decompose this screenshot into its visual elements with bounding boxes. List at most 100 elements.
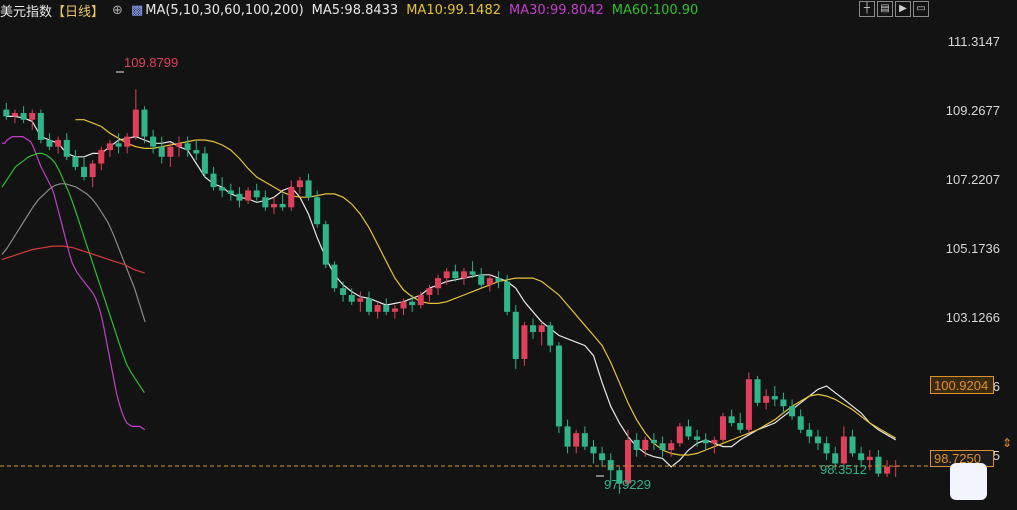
candle-body (858, 453, 865, 461)
candle-body (374, 305, 381, 312)
candle-body (530, 325, 537, 333)
candle-body (29, 112, 36, 120)
chart-title: 美元指数 (0, 4, 53, 20)
candle-body (573, 433, 580, 447)
candle-body (245, 190, 252, 201)
candle-body (771, 396, 778, 400)
candle-body (659, 443, 666, 450)
candle-body (115, 143, 122, 147)
candle-body (737, 423, 744, 430)
candle-body (331, 264, 338, 289)
ma-line-ma200 (1, 245, 145, 274)
ma30-value: MA30:99.8042 (509, 2, 604, 18)
candle-body (754, 379, 761, 403)
candle-body (521, 325, 528, 359)
ma-line-ma100 (1, 183, 146, 323)
candle-body (719, 416, 727, 440)
candle-body (469, 271, 476, 275)
plus-circle-icon[interactable]: ⊕ (112, 2, 123, 18)
scroll-up-icon[interactable]: ⇕ (1002, 436, 1013, 450)
candle-body (3, 109, 10, 117)
candle-body (728, 416, 735, 424)
candle-body (11, 112, 18, 117)
ma-line-ma60 (1, 152, 145, 394)
candle-body (633, 439, 640, 450)
data-table-icon[interactable]: ▤ (877, 1, 893, 17)
candle-body (175, 143, 183, 147)
candle-body (193, 150, 200, 154)
ma5-value: MA5:98.8433 (311, 2, 399, 18)
high-marker-label: 109.8799 (124, 55, 179, 70)
ma-chart-icon[interactable]: ▩ (130, 2, 144, 18)
candle-body (201, 153, 208, 174)
candle-body (486, 278, 493, 285)
ma-line-ma5 (6, 115, 897, 468)
price-tick-label: 105.1736 (945, 240, 1000, 256)
ma10-value: MA10:99.1482 (406, 2, 501, 18)
candle-body (417, 294, 424, 306)
candle-body (150, 136, 157, 147)
candle-body (538, 325, 545, 333)
screen-icon[interactable]: ▭ (913, 1, 929, 17)
ma60-value: MA60:100.90 (611, 2, 699, 18)
candle-body (132, 109, 139, 137)
candle-body (711, 439, 718, 444)
candle-body (426, 288, 433, 295)
candle-body (357, 298, 364, 302)
candle-body (650, 439, 657, 444)
candle-body (89, 163, 96, 178)
candle-body (158, 146, 165, 157)
candle-body (314, 197, 321, 225)
candle-body (564, 426, 571, 447)
candle-body (884, 466, 891, 474)
candle-body (296, 180, 303, 188)
crosshair-icon[interactable]: ┼ (859, 1, 875, 17)
candle-body (20, 112, 27, 120)
candle-body (383, 305, 390, 312)
candle-body (141, 109, 148, 137)
chart-header: 美元指数 【日线】 ⊕ ▩ MA(5,10,30,60,100,200) MA5… (0, 0, 706, 20)
chart-toolbar: ┼ ▤ ▶ ▭ (859, 1, 929, 17)
candle-body (685, 426, 692, 437)
candle-body (210, 173, 217, 188)
candle-body (391, 308, 398, 312)
candle-body (642, 439, 649, 450)
candle-body (460, 271, 467, 279)
ma-params[interactable]: MA(5,10,30,60,100,200) (145, 2, 304, 18)
candle-body (348, 294, 355, 302)
candle-body (581, 433, 588, 447)
candle-body (849, 436, 856, 454)
play-icon[interactable]: ▶ (895, 1, 911, 17)
price-tick-label: 103.1266 (945, 309, 1000, 325)
candle-body (694, 436, 701, 440)
candle-body (512, 311, 519, 359)
candle-body (702, 439, 709, 444)
candle-body (184, 143, 191, 151)
current-price-tag: 98.7250 (930, 450, 994, 467)
candle-body (832, 453, 839, 464)
candle-body (81, 166, 88, 178)
candle-body (607, 460, 614, 471)
candle-body (840, 436, 847, 464)
scroll-handle[interactable] (950, 463, 987, 500)
candle-body (780, 399, 787, 407)
candle-body (340, 288, 347, 295)
candle-body (676, 426, 683, 444)
candle-body (262, 197, 269, 208)
candle-body (866, 456, 873, 461)
candle-body (253, 190, 260, 198)
candle-body (400, 301, 407, 309)
candle-body (435, 278, 442, 289)
candle-body (409, 301, 416, 306)
candle-body (37, 112, 44, 140)
candle-body (823, 443, 830, 454)
candle-body (288, 187, 295, 208)
candle-body (624, 439, 632, 484)
candle-body (797, 416, 804, 430)
candle-body (365, 298, 372, 312)
period-selector[interactable]: 【日线】 (52, 4, 105, 20)
candle-body (547, 325, 554, 346)
candle-body (789, 406, 796, 417)
